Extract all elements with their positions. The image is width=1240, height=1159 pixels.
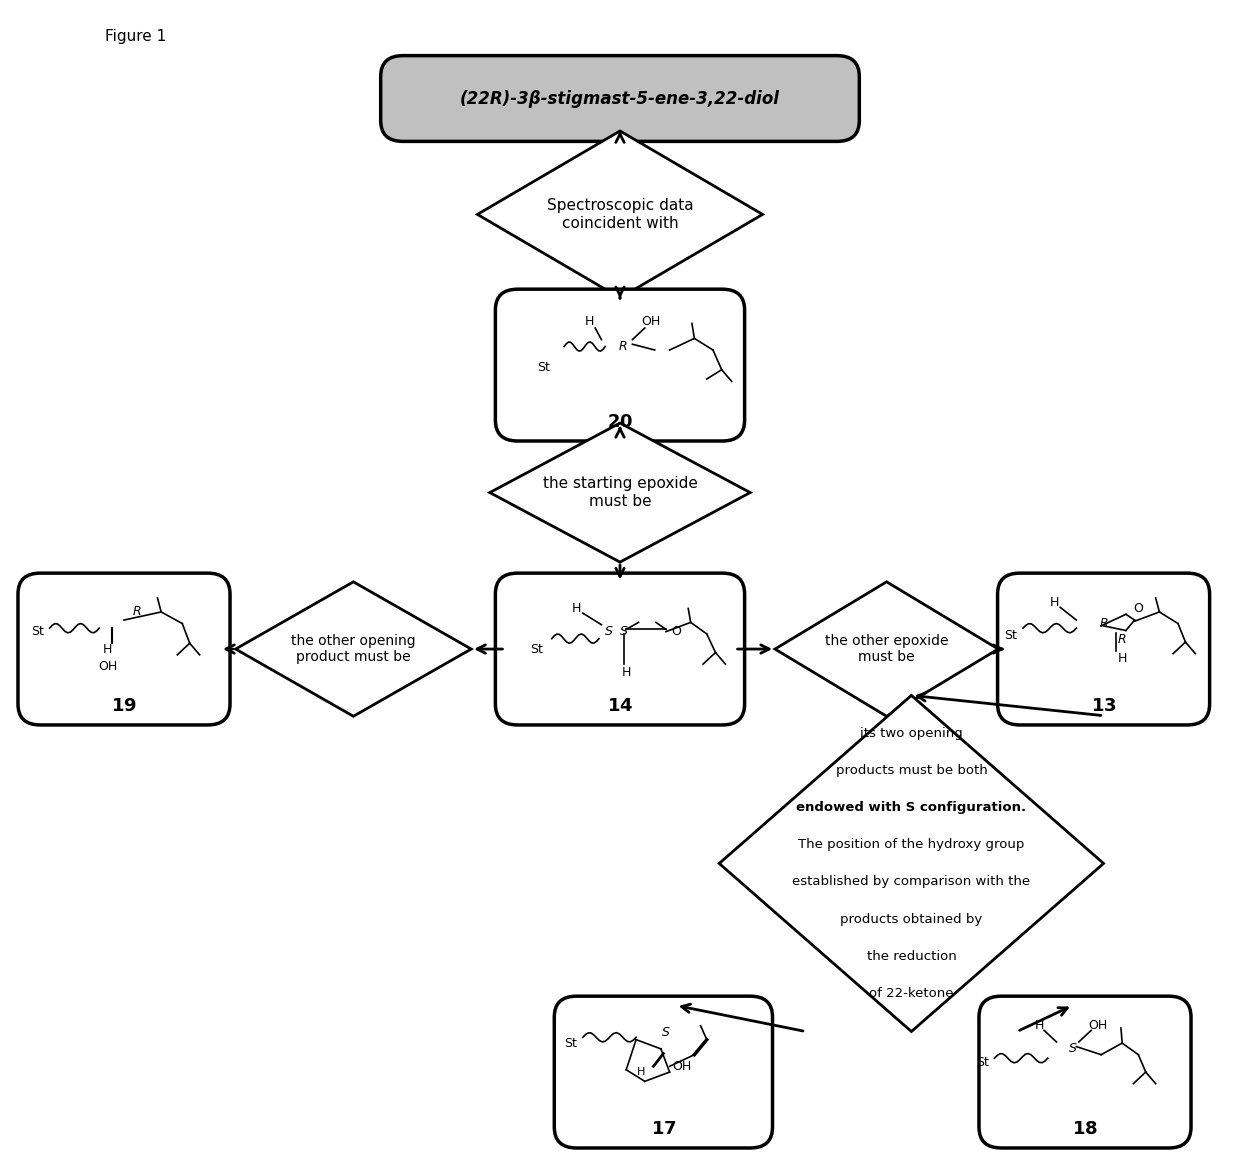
Text: H: H — [621, 665, 631, 679]
Text: H: H — [637, 1067, 645, 1077]
Text: O: O — [671, 625, 681, 639]
Text: $\it{R}$: $\it{R}$ — [618, 340, 627, 353]
Text: Spectroscopic data
coincident with: Spectroscopic data coincident with — [547, 198, 693, 231]
FancyBboxPatch shape — [495, 289, 744, 440]
Text: $\it{R}$: $\it{R}$ — [131, 605, 141, 619]
Text: $\bf{18}$: $\bf{18}$ — [1073, 1121, 1097, 1138]
FancyBboxPatch shape — [997, 573, 1210, 726]
Text: endowed with S configuration.: endowed with S configuration. — [796, 801, 1027, 815]
Text: $\it{R}$: $\it{R}$ — [1099, 617, 1109, 630]
Text: products obtained by: products obtained by — [841, 912, 982, 926]
Text: O: O — [1133, 602, 1143, 615]
Text: $\bf{19}$: $\bf{19}$ — [112, 698, 136, 715]
Text: $\it{R}$: $\it{R}$ — [1117, 633, 1127, 647]
Text: Figure 1: Figure 1 — [105, 29, 166, 44]
Text: OH: OH — [641, 314, 661, 328]
Text: H: H — [1049, 596, 1059, 610]
Text: the starting epoxide
must be: the starting epoxide must be — [543, 476, 697, 509]
FancyBboxPatch shape — [381, 56, 859, 141]
FancyBboxPatch shape — [554, 996, 773, 1147]
Text: $\it{S}$: $\it{S}$ — [661, 1026, 671, 1040]
Text: established by comparison with the: established by comparison with the — [792, 875, 1030, 889]
Text: H: H — [1034, 1019, 1044, 1033]
Text: H: H — [1117, 651, 1127, 665]
Text: products must be both: products must be both — [836, 764, 987, 778]
Text: H: H — [572, 602, 582, 615]
Text: $\bf{20}$: $\bf{20}$ — [606, 414, 634, 431]
Text: OH: OH — [1087, 1019, 1107, 1033]
Text: $\bf{13}$: $\bf{13}$ — [1091, 698, 1116, 715]
Polygon shape — [719, 695, 1104, 1032]
Text: the other opening
product must be: the other opening product must be — [291, 634, 415, 664]
Text: OH: OH — [672, 1059, 692, 1073]
Text: $\it{S}$: $\it{S}$ — [1068, 1042, 1078, 1056]
FancyBboxPatch shape — [19, 573, 231, 726]
Polygon shape — [236, 582, 471, 716]
Text: $\it{S}$  $\it{S}$: $\it{S}$ $\it{S}$ — [604, 625, 629, 639]
Text: H: H — [584, 314, 594, 328]
Text: the reduction: the reduction — [867, 949, 956, 963]
Text: (22R)-3β-stigmast-5-ene-3,22-diol: (22R)-3β-stigmast-5-ene-3,22-diol — [460, 89, 780, 108]
Text: H: H — [103, 642, 113, 656]
FancyBboxPatch shape — [980, 996, 1190, 1147]
Text: OH: OH — [98, 659, 118, 673]
Polygon shape — [490, 423, 750, 562]
Text: $\bf{17}$: $\bf{17}$ — [651, 1121, 676, 1138]
Text: St: St — [564, 1036, 577, 1050]
Text: $\bf{14}$: $\bf{14}$ — [606, 698, 634, 715]
Text: St: St — [537, 360, 549, 374]
Text: St: St — [31, 625, 43, 639]
FancyBboxPatch shape — [495, 573, 744, 726]
Polygon shape — [477, 131, 763, 298]
Polygon shape — [775, 582, 998, 716]
Text: The position of the hydroxy group: The position of the hydroxy group — [799, 838, 1024, 852]
Text: St: St — [976, 1056, 988, 1070]
Text: of 22-ketone: of 22-ketone — [869, 986, 954, 1000]
Text: the other epoxide
must be: the other epoxide must be — [825, 634, 949, 664]
Text: its two opening: its two opening — [861, 727, 962, 741]
Text: St: St — [1004, 628, 1017, 642]
Text: St: St — [531, 642, 543, 656]
